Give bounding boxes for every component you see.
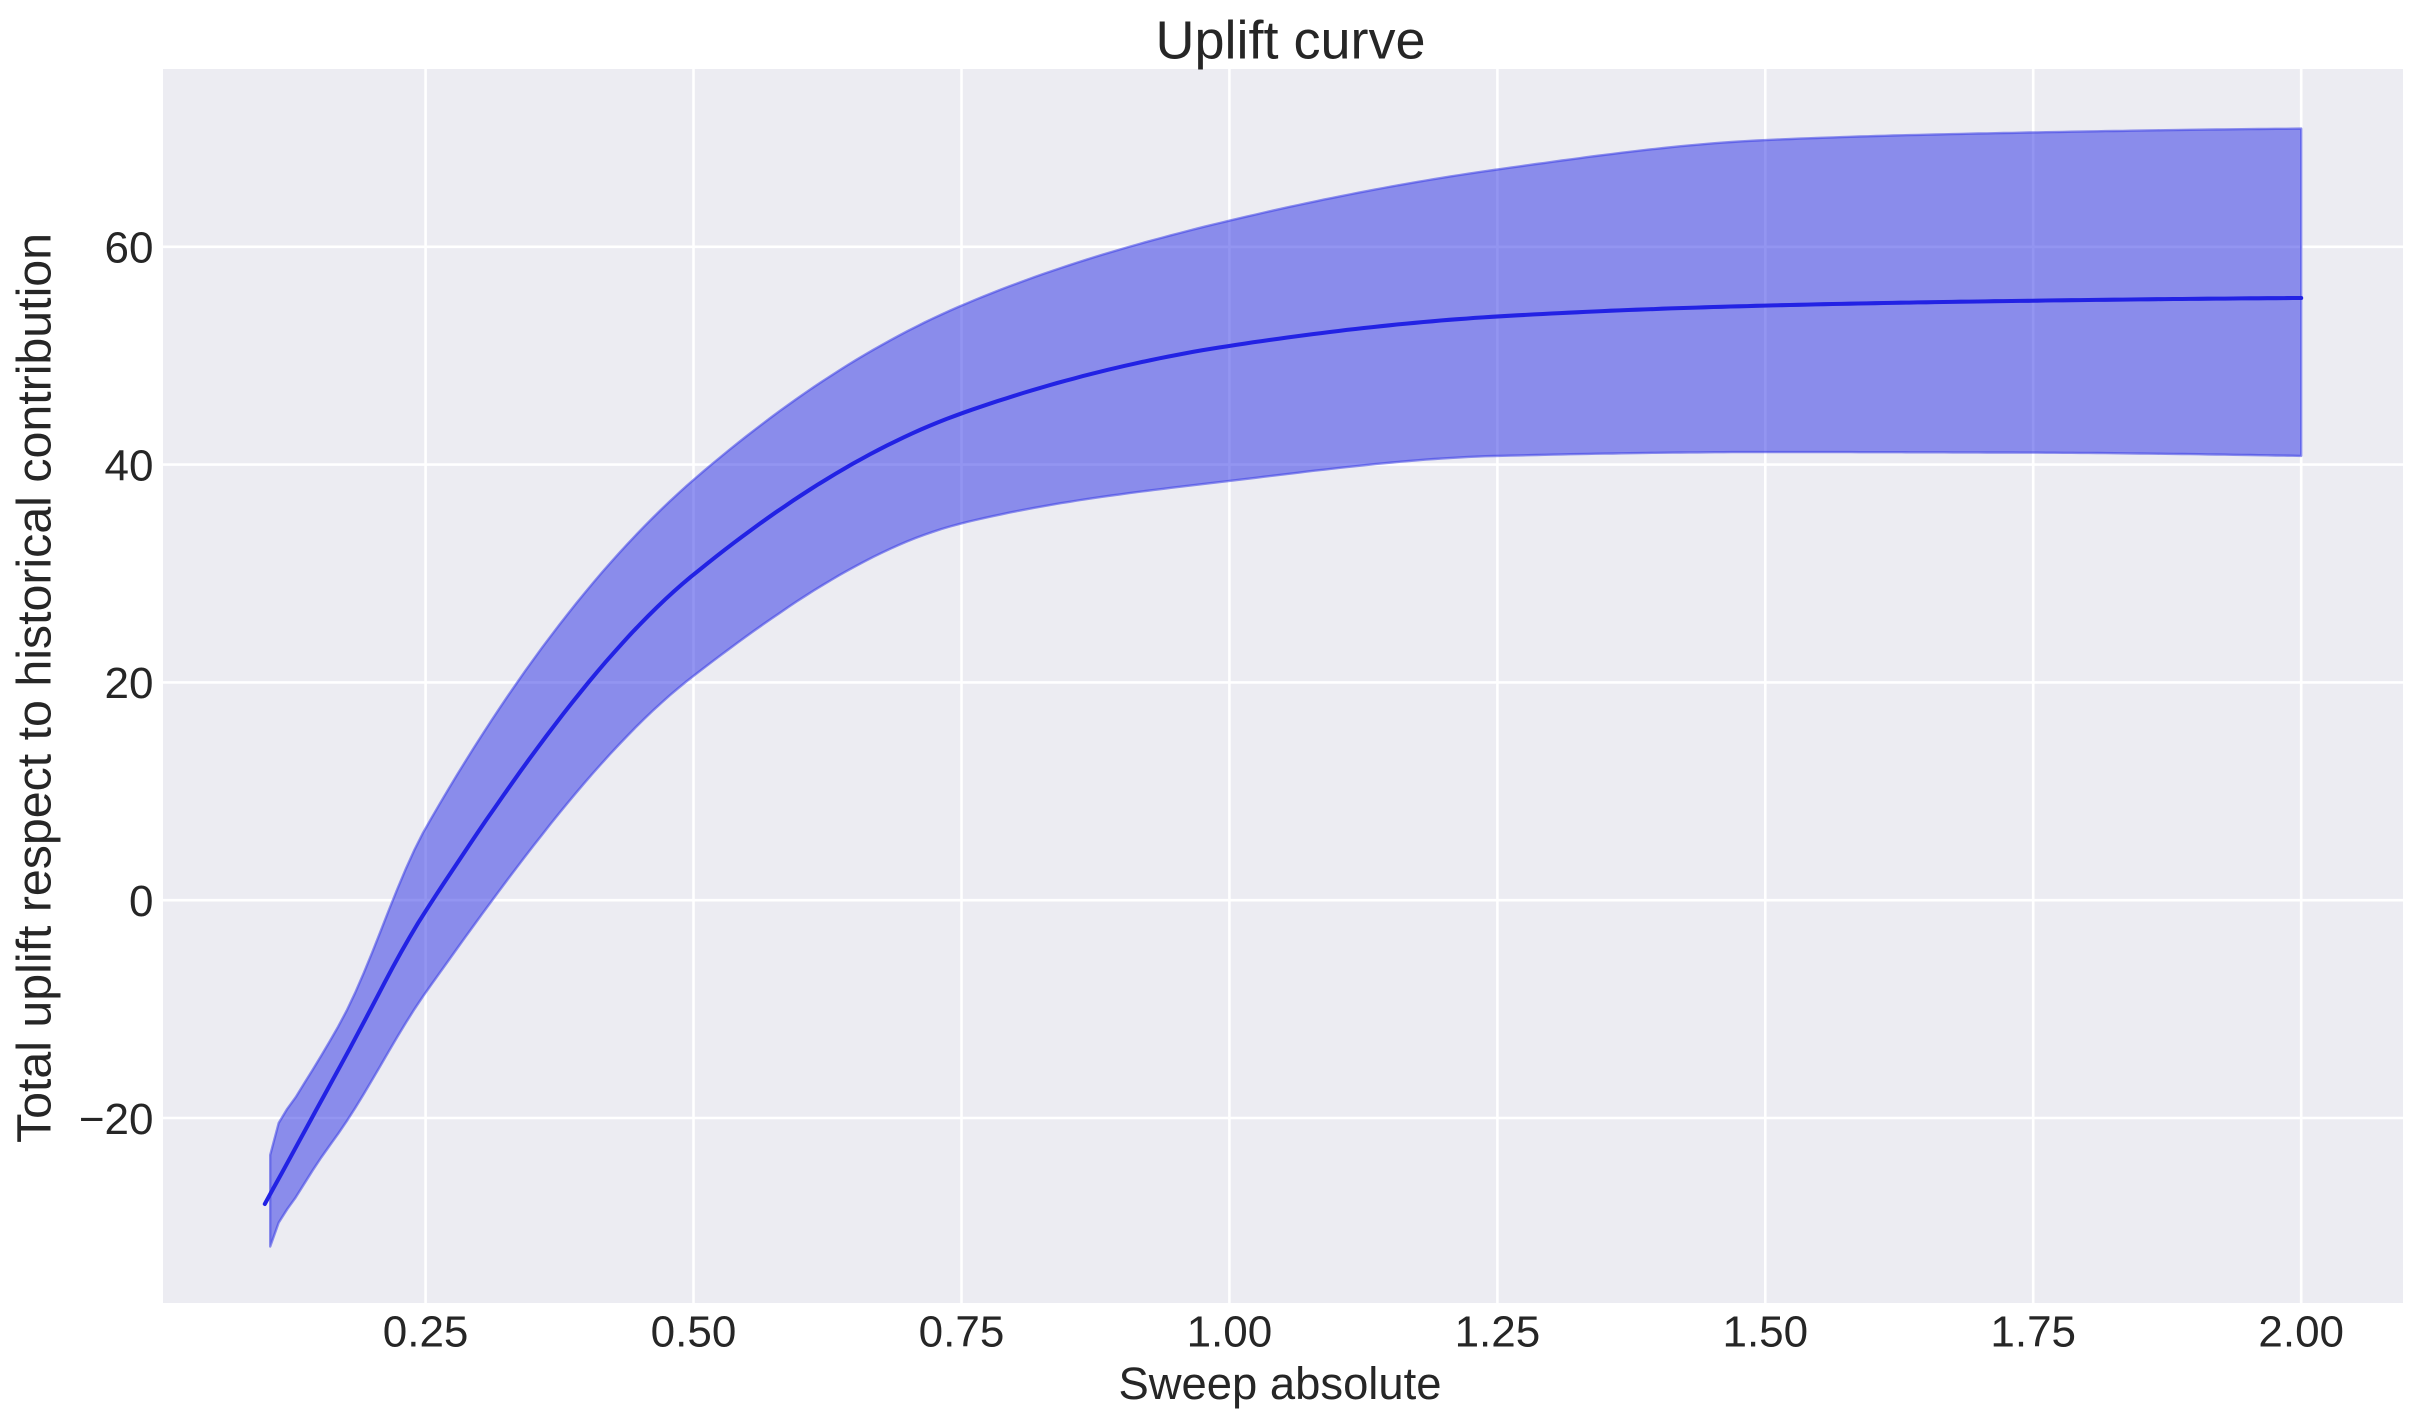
svg-text:Total uplift respect to histor: Total uplift respect to historical contr… <box>8 233 62 1143</box>
svg-text:0: 0 <box>129 877 153 926</box>
svg-text:60: 60 <box>105 224 154 273</box>
svg-text:−20: −20 <box>79 1095 154 1144</box>
svg-text:2.00: 2.00 <box>2258 1307 2344 1356</box>
svg-text:1.00: 1.00 <box>1187 1307 1273 1356</box>
svg-text:0.25: 0.25 <box>383 1307 469 1356</box>
svg-text:Sweep absolute: Sweep absolute <box>1118 1358 1441 1409</box>
svg-text:20: 20 <box>105 659 154 708</box>
svg-text:Uplift curve: Uplift curve <box>1155 11 1425 71</box>
svg-text:1.25: 1.25 <box>1455 1307 1541 1356</box>
svg-text:1.75: 1.75 <box>1990 1307 2076 1356</box>
svg-text:0.50: 0.50 <box>651 1307 737 1356</box>
svg-text:0.75: 0.75 <box>919 1307 1005 1356</box>
svg-text:1.50: 1.50 <box>1722 1307 1808 1356</box>
svg-text:40: 40 <box>105 441 154 490</box>
